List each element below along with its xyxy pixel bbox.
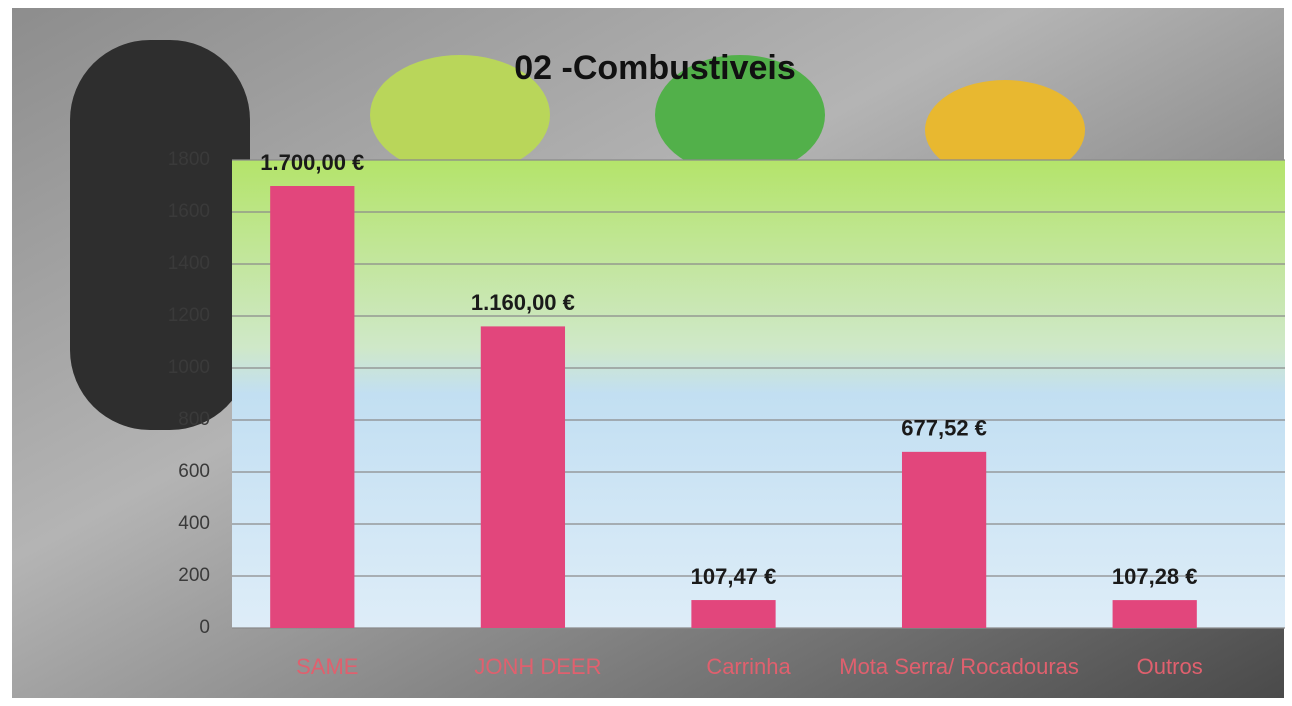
x-tick-label: Carrinha (706, 654, 791, 679)
value-label: 107,47 € (691, 564, 777, 589)
bar (1112, 600, 1197, 628)
y-tick-label: 1200 (168, 305, 210, 326)
bar (691, 600, 776, 628)
photo-label (925, 80, 1085, 180)
y-tick-label: 1400 (168, 253, 210, 274)
y-tick-label: 800 (178, 409, 210, 430)
photo-label (370, 55, 550, 175)
y-tick-label: 0 (199, 617, 210, 638)
y-tick-label: 1800 (168, 149, 210, 170)
y-tick-label: 400 (178, 513, 210, 534)
bar (901, 451, 987, 628)
y-tick-label: 1600 (168, 201, 210, 222)
y-tick-label: 600 (178, 461, 210, 482)
chart-title: 02 -Combustiveis (514, 49, 796, 87)
x-tick-label: SAME (296, 654, 358, 679)
bar (270, 186, 355, 628)
plot-area (232, 160, 1285, 628)
photo-nozzle (70, 40, 250, 430)
value-label: 107,28 € (1112, 564, 1198, 589)
bar (480, 326, 566, 628)
y-tick-label: 1000 (168, 357, 210, 378)
x-tick-label: Mota Serra/ Rocadouras (839, 654, 1079, 679)
value-label: 677,52 € (901, 416, 987, 441)
x-tick-label: Outros (1137, 654, 1203, 679)
x-tick-label: JONH DEER (474, 654, 601, 679)
value-label: 1.160,00 € (471, 290, 575, 315)
photo-label (655, 55, 825, 175)
y-tick-label: 200 (178, 565, 210, 586)
value-label: 1.700,00 € (260, 150, 364, 175)
